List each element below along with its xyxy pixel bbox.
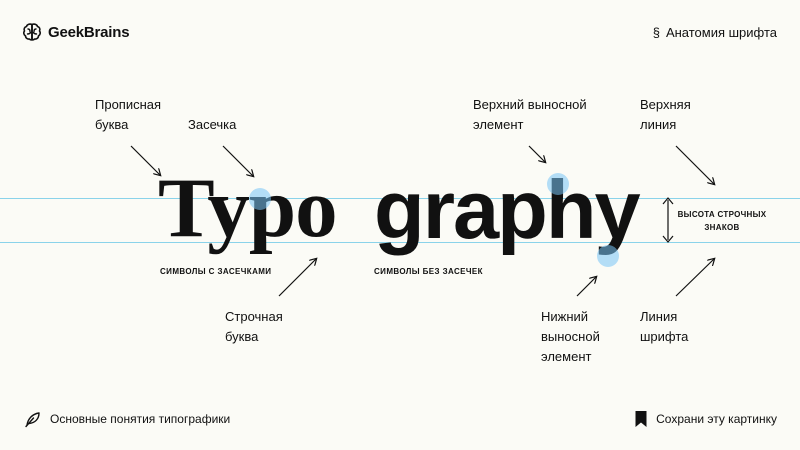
- feather-icon: [25, 412, 40, 428]
- baseline-arrow: [675, 259, 714, 297]
- section-sign-icon: §: [652, 25, 660, 40]
- descender-arrow: [576, 277, 596, 297]
- descender-highlight-dot: [597, 245, 619, 267]
- sans-sample-word: graphy: [374, 163, 641, 256]
- serif-sample-word: Typo: [158, 161, 338, 255]
- topic-label: § Анатомия шрифта: [653, 25, 777, 40]
- sans-caption: СИМВОЛЫ БЕЗ ЗАСЕЧЕК: [374, 267, 483, 276]
- brand-logo[interactable]: GeekBrains: [22, 22, 130, 42]
- topic-title: Анатомия шрифта: [665, 25, 777, 40]
- label-lowercase: Строчная буква: [225, 309, 283, 344]
- x-height-label: ВЫСОТА СТРОЧНЫХ ЗНАКОВ: [677, 210, 767, 232]
- serif-caption: СИМВОЛЫ С ЗАСЕЧКАМИ: [160, 267, 272, 276]
- topline-arrow: [675, 145, 714, 184]
- footer-topic[interactable]: Основные понятия типографики: [24, 410, 230, 428]
- serif-arrow: [222, 145, 253, 176]
- save-picture-text: Сохрани эту картинку: [656, 412, 777, 426]
- lowercase-arrow: [278, 259, 316, 297]
- uppercase-arrow: [130, 145, 160, 175]
- save-picture-button[interactable]: Сохрани эту картинку: [634, 410, 777, 428]
- x-height-guide-line: [0, 198, 800, 199]
- ascender-highlight-dot: [547, 173, 569, 195]
- label-uppercase: Прописная буква: [95, 97, 162, 132]
- ascender-arrow: [528, 145, 545, 162]
- baseline-guide-line: [0, 242, 800, 243]
- brand-name: GeekBrains: [48, 23, 130, 41]
- serif-highlight-dot: [249, 188, 271, 210]
- label-topline: Верхняя линия: [640, 97, 691, 132]
- bookmark-icon: [635, 411, 647, 427]
- label-serif: Засечка: [188, 117, 237, 132]
- label-ascender: Верхний выносной элемент: [473, 97, 587, 132]
- footer-topic-text: Основные понятия типографики: [50, 412, 231, 426]
- label-descender: Нижний выносной элемент: [541, 309, 600, 364]
- brain-icon: [23, 23, 41, 41]
- label-baseline: Линия шрифта: [640, 309, 689, 344]
